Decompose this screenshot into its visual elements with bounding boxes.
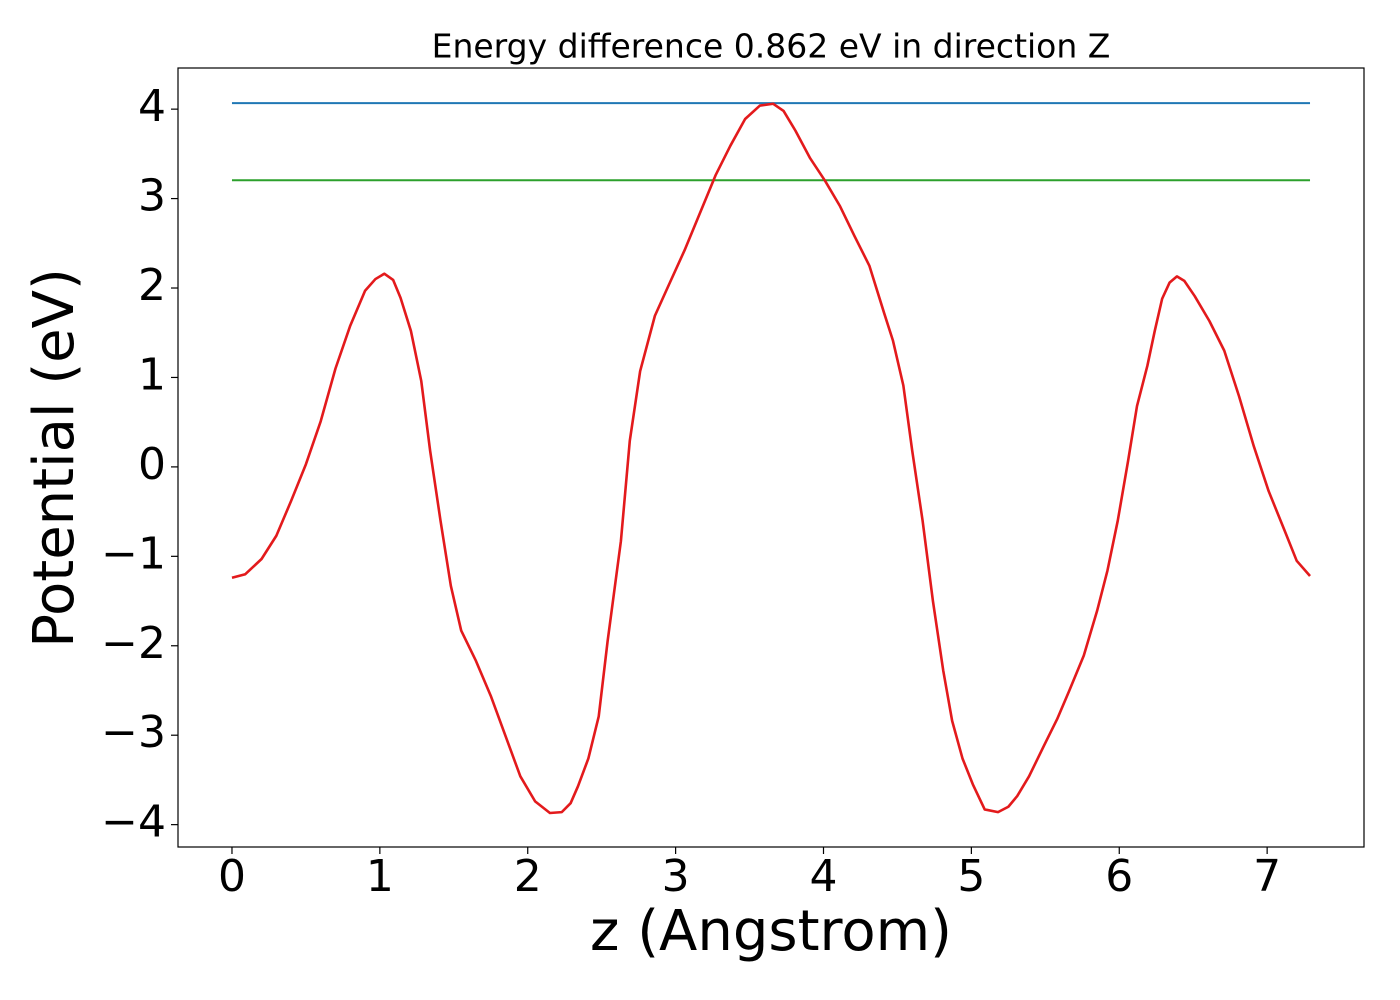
x-tick-label: 0 <box>218 851 246 902</box>
y-axis-label: Potential (eV) <box>22 268 87 648</box>
x-tick-label: 1 <box>366 851 394 902</box>
y-tick-label: 0 <box>138 439 166 490</box>
y-tick-label: 4 <box>138 81 166 132</box>
y-tick-label: 1 <box>138 349 166 400</box>
y-tick-label: −4 <box>101 797 166 848</box>
x-tick-label: 4 <box>809 851 837 902</box>
x-tick-label: 3 <box>662 851 690 902</box>
x-axis-label: z (Angstrom) <box>590 899 952 964</box>
x-tick-label: 2 <box>514 851 542 902</box>
y-tick-label: −1 <box>101 528 166 579</box>
y-tick-label: −3 <box>101 707 166 758</box>
y-tick-label: −2 <box>101 618 166 669</box>
line-series <box>231 102 1311 815</box>
chart-title: Energy difference 0.862 eV in direction … <box>432 27 1111 66</box>
x-tick-label: 5 <box>957 851 985 902</box>
plot-frame <box>177 67 1365 848</box>
x-tick-label: 7 <box>1253 851 1281 902</box>
y-tick-label: 2 <box>138 260 166 311</box>
y-tick-label: 3 <box>138 171 166 222</box>
x-tick-label: 6 <box>1105 851 1133 902</box>
